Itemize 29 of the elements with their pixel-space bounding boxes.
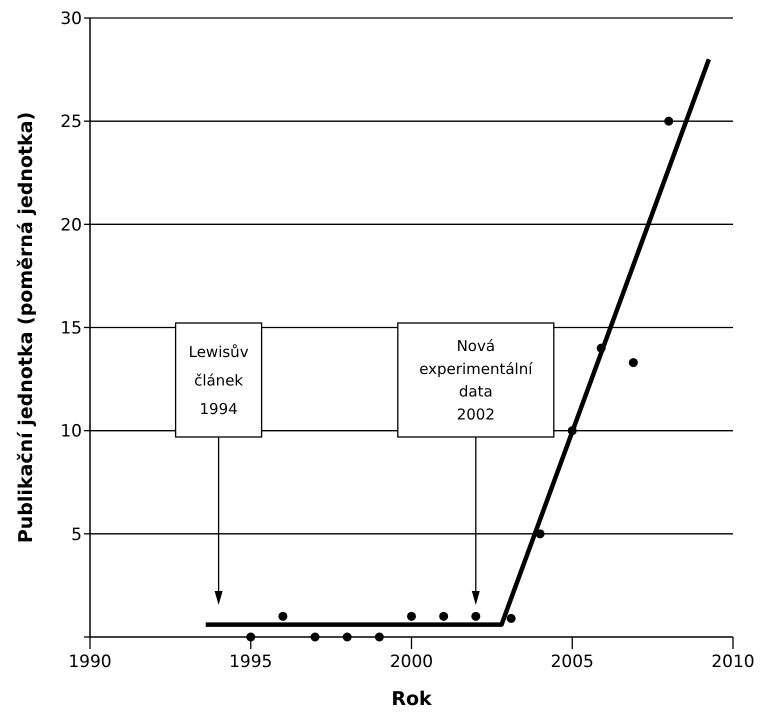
- point: [342, 632, 352, 642]
- point: [664, 116, 674, 126]
- point: [310, 632, 320, 642]
- annotation: Lewisův článek 1994: [188, 342, 249, 418]
- y-axis-title: Publikační jednotka (poměrná jednotka): [15, 112, 37, 544]
- annotation: Nová experimentální data 2002: [419, 337, 534, 424]
- point: [628, 358, 638, 368]
- point: [407, 612, 416, 621]
- point: [439, 612, 448, 621]
- y-tick-label: 25: [60, 112, 82, 132]
- y-tick-label: 30: [60, 8, 82, 29]
- y-tick-label: 10: [60, 422, 82, 442]
- point: [506, 614, 516, 623]
- x-tick-label: 1990: [68, 652, 112, 672]
- point: [596, 344, 606, 353]
- y-tick-label: 5: [71, 524, 82, 545]
- point: [246, 632, 256, 642]
- point: [278, 612, 288, 621]
- y-tick-label: 20: [60, 215, 82, 236]
- y-tick-label: 15: [60, 318, 82, 338]
- point: [568, 426, 577, 436]
- x-tick-label: 2010: [711, 652, 755, 672]
- x-tick-label: 2000: [390, 652, 434, 672]
- x-axis-title: Rok: [391, 688, 432, 710]
- point: [536, 529, 545, 538]
- point: [471, 612, 480, 621]
- point: [374, 632, 384, 642]
- x-tick-label: 2005: [550, 652, 594, 672]
- x-tick-label: 1995: [229, 652, 272, 672]
